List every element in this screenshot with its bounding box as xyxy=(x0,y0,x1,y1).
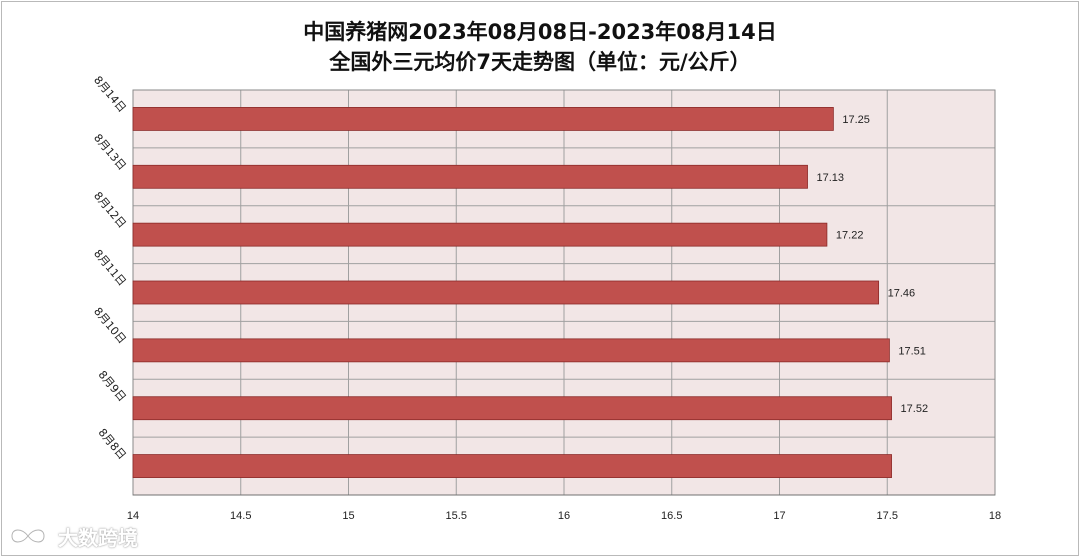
y-tick-label: 8月12日 xyxy=(91,189,129,230)
x-tick-label: 18 xyxy=(989,510,1001,522)
chart-title: 中国养猪网2023年08月08日-2023年08月14日 xyxy=(303,20,777,44)
bar-data-label: 17.13 xyxy=(817,172,845,184)
y-tick-label: 8月13日 xyxy=(91,131,129,172)
bar xyxy=(132,222,828,247)
bar xyxy=(132,107,834,131)
bar xyxy=(132,280,880,305)
bar-data-label: 17.52 xyxy=(901,403,929,415)
x-tick-label: 16 xyxy=(558,510,570,522)
x-tick-label: 17.5 xyxy=(877,510,898,522)
chart-subtitle: 全国外三元均价7天走势图（单位：元/公斤） xyxy=(329,50,751,74)
watermark-text: 大数跨境 xyxy=(58,525,138,550)
y-tick-label: 8月10日 xyxy=(91,305,129,346)
bar-data-label: 17.25 xyxy=(842,114,870,126)
bar-data-label: 17.46 xyxy=(888,288,916,300)
bar xyxy=(132,338,890,363)
infinity-logo-icon xyxy=(10,528,46,544)
y-tick-label: 8月8日 xyxy=(96,426,129,462)
x-tick-label: 15.5 xyxy=(446,510,467,522)
bar xyxy=(132,454,892,478)
bar xyxy=(132,164,808,189)
x-tick-label: 14.5 xyxy=(230,510,251,522)
y-tick-label: 8月9日 xyxy=(96,368,129,404)
x-tick-label: 15 xyxy=(342,510,354,522)
bar-data-label: 17.22 xyxy=(836,230,864,242)
watermark: 大数跨境 xyxy=(8,521,138,551)
x-tick-label: 14 xyxy=(127,510,139,522)
x-tick-label: 16.5 xyxy=(661,510,682,522)
y-tick-label: 8月11日 xyxy=(91,247,129,288)
bar xyxy=(132,396,892,421)
y-tick-label: 8月14日 xyxy=(91,74,129,115)
x-tick-label: 17 xyxy=(773,510,785,522)
bar-data-label: 17.51 xyxy=(898,345,926,357)
